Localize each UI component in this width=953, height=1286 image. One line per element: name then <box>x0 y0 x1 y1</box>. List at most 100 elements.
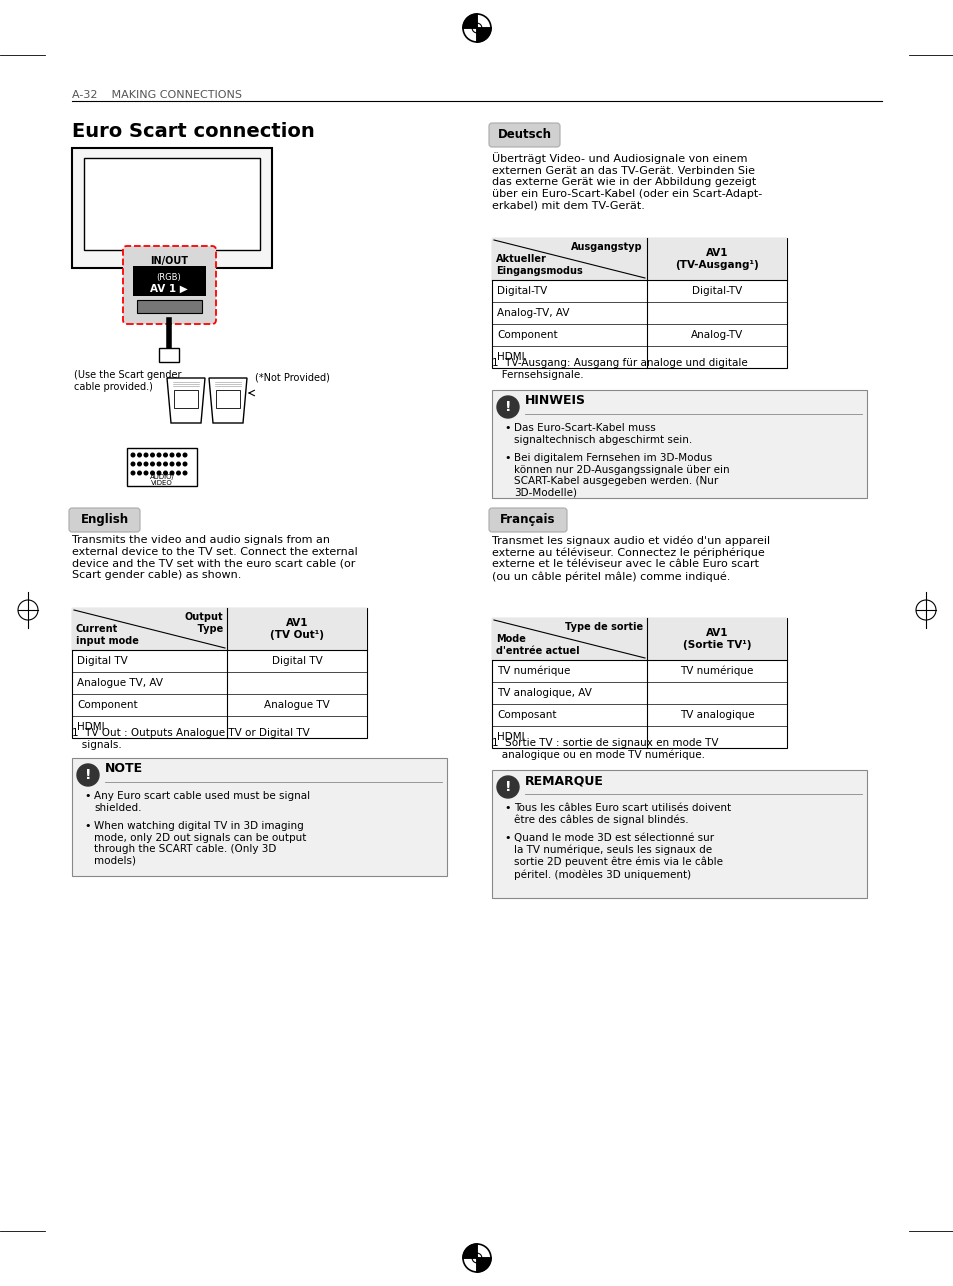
Text: AUDIO/: AUDIO/ <box>150 475 174 480</box>
Text: AV1
(Sortie TV¹): AV1 (Sortie TV¹) <box>682 628 750 649</box>
Text: Ausgangstyp: Ausgangstyp <box>571 242 642 252</box>
Text: (*Not Provided): (*Not Provided) <box>254 373 330 383</box>
Text: •: • <box>503 423 510 433</box>
Text: Current
input mode: Current input mode <box>76 625 139 646</box>
Bar <box>137 300 202 312</box>
Bar <box>492 770 866 898</box>
Circle shape <box>497 775 518 799</box>
Text: AV1
(TV-Ausgang¹): AV1 (TV-Ausgang¹) <box>675 248 758 270</box>
Text: Euro Scart connection: Euro Scart connection <box>71 122 314 141</box>
Circle shape <box>164 462 167 466</box>
Circle shape <box>497 396 518 418</box>
Circle shape <box>137 462 141 466</box>
Text: Français: Français <box>499 513 556 526</box>
Bar <box>71 608 227 649</box>
Text: IN/OUT: IN/OUT <box>150 256 188 266</box>
Text: •: • <box>503 833 510 844</box>
Circle shape <box>77 764 99 786</box>
Circle shape <box>144 471 148 475</box>
Circle shape <box>176 453 180 457</box>
Bar <box>492 238 646 280</box>
Text: Transmits the video and audio signals from an
external device to the TV set. Con: Transmits the video and audio signals fr… <box>71 535 357 580</box>
Text: TV analogique, AV: TV analogique, AV <box>497 688 591 698</box>
Circle shape <box>170 453 173 457</box>
Circle shape <box>157 453 161 457</box>
Text: (RGB): (RGB) <box>156 273 181 282</box>
Bar <box>646 619 786 660</box>
Bar <box>71 608 367 738</box>
Bar <box>142 267 202 278</box>
Text: Analog-TV, AV: Analog-TV, AV <box>497 309 569 318</box>
Circle shape <box>151 471 154 475</box>
Text: HDMI: HDMI <box>77 721 105 732</box>
Circle shape <box>144 462 148 466</box>
Text: Quand le mode 3D est sélectionné sur
la TV numérique, seuls les signaux de
sorti: Quand le mode 3D est sélectionné sur la … <box>514 833 722 880</box>
Bar <box>492 619 646 660</box>
Text: !: ! <box>85 768 91 782</box>
Circle shape <box>164 471 167 475</box>
Text: TV numérique: TV numérique <box>497 666 570 676</box>
Text: Das Euro-Scart-Kabel muss
signaltechnisch abgeschirmt sein.: Das Euro-Scart-Kabel muss signaltechnisc… <box>514 423 692 445</box>
Bar <box>71 757 447 876</box>
Text: Analog-TV: Analog-TV <box>690 331 742 340</box>
Text: Deutsch: Deutsch <box>497 129 551 141</box>
Circle shape <box>176 462 180 466</box>
Circle shape <box>157 462 161 466</box>
Circle shape <box>183 462 187 466</box>
Text: TV analogique: TV analogique <box>679 710 754 720</box>
Bar <box>159 349 179 361</box>
Circle shape <box>132 471 134 475</box>
Text: Digital TV: Digital TV <box>77 656 128 666</box>
Text: •: • <box>84 791 91 801</box>
Text: 1  TV Out : Outputs Analogue TV or Digital TV
   signals.: 1 TV Out : Outputs Analogue TV or Digita… <box>71 728 310 750</box>
Circle shape <box>137 453 141 457</box>
Text: Composant: Composant <box>497 710 556 720</box>
FancyBboxPatch shape <box>489 123 559 147</box>
Circle shape <box>157 471 161 475</box>
Text: When watching digital TV in 3D imaging
mode, only 2D out signals can be output
t: When watching digital TV in 3D imaging m… <box>94 820 306 865</box>
Text: A-32    MAKING CONNECTIONS: A-32 MAKING CONNECTIONS <box>71 90 242 100</box>
Polygon shape <box>462 14 476 28</box>
Circle shape <box>183 471 187 475</box>
Circle shape <box>137 471 141 475</box>
Text: •: • <box>84 820 91 831</box>
Polygon shape <box>167 378 205 423</box>
Bar <box>71 148 272 267</box>
Text: Type de sortie: Type de sortie <box>564 622 642 631</box>
Circle shape <box>164 453 167 457</box>
Text: HDMI: HDMI <box>497 352 524 361</box>
Text: Tous les câbles Euro scart utilisés doivent
être des câbles de signal blindés.: Tous les câbles Euro scart utilisés doiv… <box>514 802 730 826</box>
Polygon shape <box>209 378 247 423</box>
Polygon shape <box>476 28 491 42</box>
Text: TV numérique: TV numérique <box>679 666 753 676</box>
Text: 1  TV-Ausgang: Ausgang für analoge und digitale
   Fernsehsignale.: 1 TV-Ausgang: Ausgang für analoge und di… <box>492 358 747 379</box>
Circle shape <box>170 462 173 466</box>
Text: •: • <box>503 802 510 813</box>
Circle shape <box>132 453 134 457</box>
Text: Component: Component <box>497 331 558 340</box>
Text: (Use the Scart gender
cable provided.): (Use the Scart gender cable provided.) <box>74 370 181 392</box>
Text: HINWEIS: HINWEIS <box>524 395 585 408</box>
Circle shape <box>151 453 154 457</box>
Bar <box>173 390 198 408</box>
Text: Überträgt Video- und Audiosignale von einem
externen Gerät an das TV-Gerät. Verb: Überträgt Video- und Audiosignale von ei… <box>492 152 761 211</box>
Text: Digital-TV: Digital-TV <box>497 285 547 296</box>
Bar <box>215 390 240 408</box>
Text: Output
    Type: Output Type <box>184 612 223 634</box>
Text: Bei digitalem Fernsehen im 3D-Modus
können nur 2D-Ausgangssignale über ein
SCART: Bei digitalem Fernsehen im 3D-Modus könn… <box>514 453 729 498</box>
FancyBboxPatch shape <box>123 246 215 324</box>
Polygon shape <box>462 1244 476 1258</box>
Circle shape <box>151 462 154 466</box>
Text: VIDEO: VIDEO <box>151 480 172 486</box>
Circle shape <box>144 453 148 457</box>
Bar <box>84 158 260 249</box>
Text: AV 1 ▶: AV 1 ▶ <box>150 284 188 294</box>
Text: Any Euro scart cable used must be signal
shielded.: Any Euro scart cable used must be signal… <box>94 791 310 813</box>
Text: Digital TV: Digital TV <box>272 656 322 666</box>
Text: Component: Component <box>77 700 137 710</box>
Bar <box>492 619 786 748</box>
Text: AV1
(TV Out¹): AV1 (TV Out¹) <box>270 619 324 640</box>
Text: REMARQUE: REMARQUE <box>524 774 603 787</box>
FancyBboxPatch shape <box>489 508 566 532</box>
Bar <box>492 390 866 498</box>
